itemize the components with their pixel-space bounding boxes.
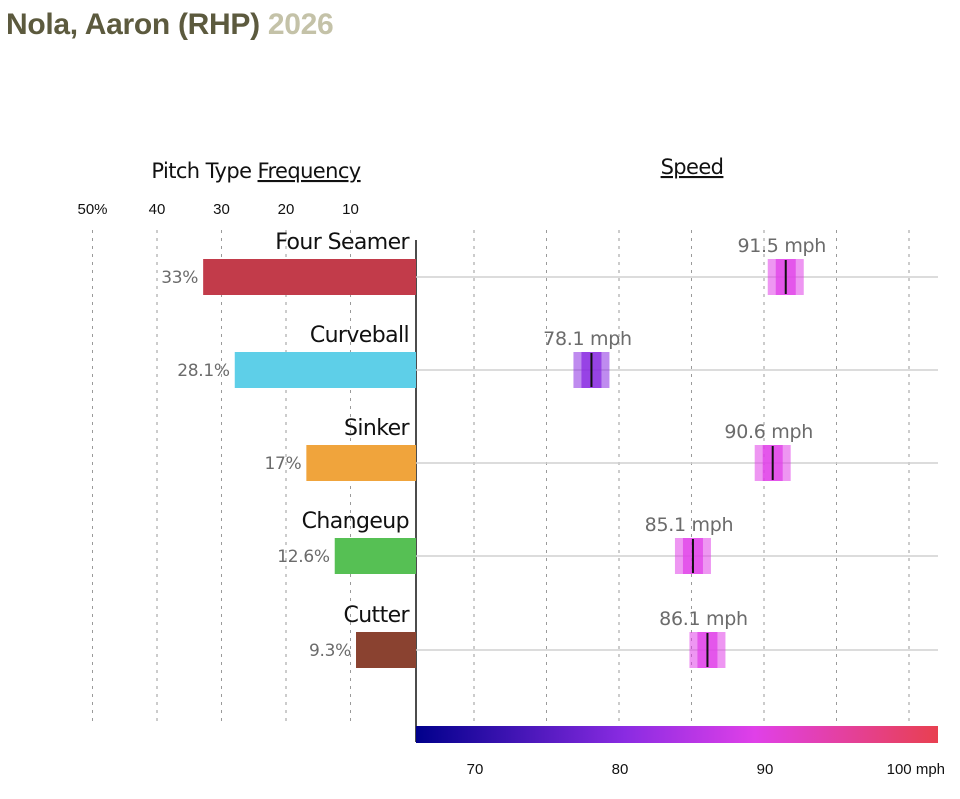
speed-tick-label: 100 mph <box>887 761 945 778</box>
pitch-row: Sinker 17% 90.6 mph <box>264 416 938 481</box>
frequency-bar <box>334 538 416 574</box>
speed-value-label: 90.6 mph <box>724 421 813 443</box>
pitch-name-label: Curveball <box>310 323 409 348</box>
pitch-rows: Four Seamer 33% 91.5 mph Curveball 28.1% 78.1… <box>161 230 938 668</box>
pitch-row: Four Seamer 33% 91.5 mph <box>161 230 938 295</box>
frequency-value-label: 28.1% <box>177 361 230 381</box>
frequency-bar <box>203 259 416 295</box>
frequency-bar <box>306 445 416 481</box>
pitch-name-label: Changeup <box>302 509 409 534</box>
speed-value-label: 91.5 mph <box>737 235 826 257</box>
grid-layer <box>92 230 910 742</box>
speed-value-label: 85.1 mph <box>645 514 734 536</box>
frequency-axis: 50% 40 30 20 10 <box>77 201 358 218</box>
frequency-tick-label: 30 <box>213 201 230 218</box>
speed-color-scale <box>416 726 938 743</box>
frequency-bar <box>234 352 416 388</box>
header-layer: Pitch Type Frequency Speed <box>151 155 724 183</box>
speed-header: Speed <box>661 155 724 179</box>
pitcher-name: Nola, Aaron (RHP) <box>6 8 260 41</box>
page-title: Nola, Aaron (RHP) 2026 <box>6 8 334 42</box>
frequency-tick-label: 40 <box>149 201 166 218</box>
season-year: 2026 <box>267 8 334 41</box>
speed-tick-label: 70 <box>467 761 484 778</box>
pitch-name-label: Four Seamer <box>275 230 410 255</box>
frequency-tick-label: 50% <box>77 201 107 218</box>
pitch-row: Changeup 12.6% 85.1 mph <box>277 509 938 574</box>
frequency-tick-label: 20 <box>278 201 295 218</box>
speed-value-label: 78.1 mph <box>543 328 632 350</box>
pitch-row: Curveball 28.1% 78.1 mph <box>177 323 938 388</box>
pitch-name-label: Cutter <box>343 603 410 628</box>
speed-tick-label: 90 <box>757 761 774 778</box>
frequency-tick-label: 10 <box>342 201 359 218</box>
frequency-bar <box>356 632 416 668</box>
frequency-header: Pitch Type Frequency <box>151 159 360 183</box>
frequency-value-label: 17% <box>264 454 301 474</box>
frequency-value-label: 9.3% <box>309 641 351 661</box>
speed-tick-label: 80 <box>612 761 629 778</box>
speed-value-label: 86.1 mph <box>659 608 748 630</box>
speed-axis: 70 80 90 100 mph <box>416 726 945 778</box>
pitch-name-label: Sinker <box>344 416 411 441</box>
pitch-row: Cutter 9.3% 86.1 mph <box>309 603 938 668</box>
frequency-value-label: 12.6% <box>277 547 330 567</box>
frequency-value-label: 33% <box>161 268 198 288</box>
